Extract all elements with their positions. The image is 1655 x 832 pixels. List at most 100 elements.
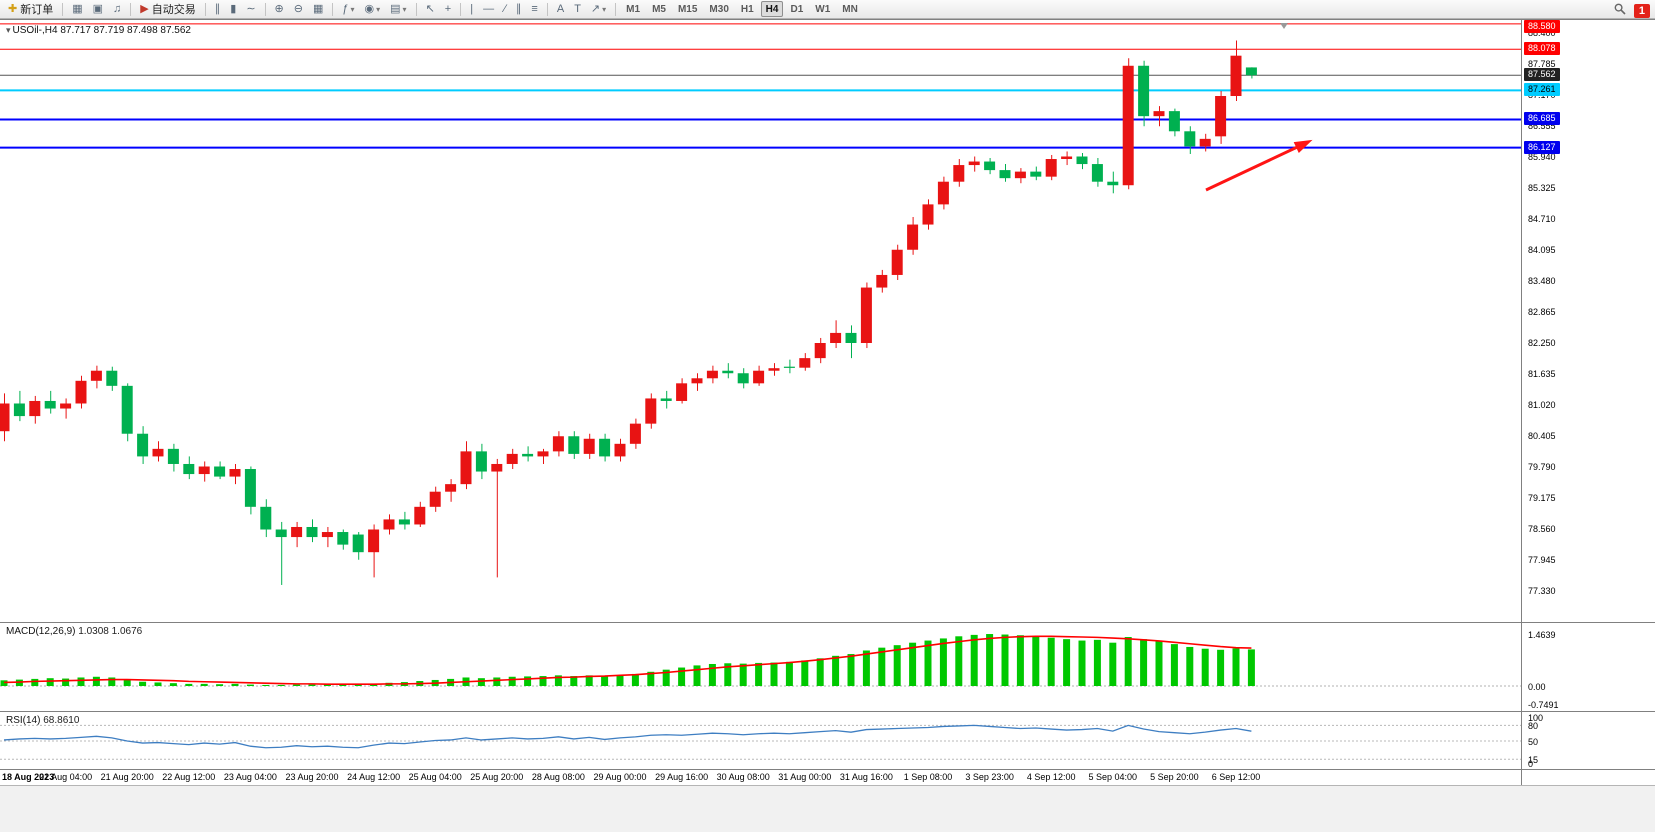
new-order-button[interactable]: ✚ 新订单 bbox=[4, 1, 57, 18]
toolbar-separator bbox=[546, 2, 548, 16]
time-axis-label: 28 Aug 08:00 bbox=[531, 772, 585, 782]
candlestick-chart-button[interactable]: ▮ bbox=[226, 1, 240, 18]
panel-divider[interactable] bbox=[0, 711, 1655, 712]
zoom-in-icon: ⊕ bbox=[274, 2, 284, 15]
text-tool-icon: A bbox=[556, 2, 565, 15]
price-axis-tick: 79.175 bbox=[1528, 492, 1556, 503]
main-chart-panel[interactable]: ▾ USOil-,H4 87.717 87.719 87.498 87.562 bbox=[0, 20, 1521, 622]
trendline-tool-button[interactable]: ∕ bbox=[500, 1, 510, 18]
dropdown-caret-icon: ▾ bbox=[402, 4, 407, 14]
label-tool-button[interactable]: T bbox=[570, 1, 585, 18]
zoom-in-button[interactable]: ⊕ bbox=[271, 1, 288, 18]
macd-axis: 1.4639 0.00 -0.7491 bbox=[1521, 623, 1655, 711]
macd-panel[interactable]: MACD(12,26,9) 1.0308 1.0676 bbox=[0, 623, 1521, 711]
time-axis-label: 22 Aug 12:00 bbox=[162, 772, 216, 782]
time-axis-label: 23 Aug 20:00 bbox=[285, 772, 339, 782]
rsi-axis-tick: 50 bbox=[1528, 737, 1539, 747]
cursor-tool-button[interactable]: ↖ bbox=[422, 1, 439, 18]
vertical-line-tool-button[interactable]: | bbox=[466, 1, 477, 18]
price-axis[interactable]: 88.40087.78587.17086.55585.94085.32584.7… bbox=[1521, 20, 1655, 622]
tile-windows-button[interactable]: ▦ bbox=[309, 1, 327, 18]
crosshair-tool-button[interactable]: + bbox=[441, 1, 455, 18]
candlestick-plot[interactable] bbox=[0, 20, 1521, 622]
price-axis-tick: 77.945 bbox=[1528, 554, 1556, 565]
timeframe-button-mn[interactable]: MN bbox=[842, 3, 858, 15]
rsi-axis-tick: 15 bbox=[1528, 755, 1539, 766]
macd-main-value: 1.0308 bbox=[78, 626, 109, 637]
price-level-label[interactable]: 86.127 bbox=[1524, 140, 1560, 154]
status-area bbox=[0, 786, 1655, 832]
bar-chart-button[interactable]: ∥ bbox=[211, 1, 225, 18]
channel-tool-button[interactable]: ∥ bbox=[512, 1, 526, 18]
axis-corner bbox=[1521, 770, 1655, 785]
price-axis-tick: 85.325 bbox=[1528, 182, 1556, 193]
search-icon[interactable] bbox=[1614, 2, 1626, 20]
indicators-icon: ƒ bbox=[342, 2, 349, 15]
charts-grid-button[interactable]: ▦ bbox=[68, 1, 86, 18]
tile-windows-icon: ▦ bbox=[312, 2, 324, 15]
toolbar-separator bbox=[62, 2, 64, 16]
panel-divider[interactable] bbox=[0, 622, 1655, 623]
text-tool-button[interactable]: A bbox=[553, 1, 568, 18]
line-chart-button[interactable]: ∼ bbox=[242, 1, 259, 18]
price-axis-tick: 82.865 bbox=[1528, 306, 1556, 317]
timeframe-button-m15[interactable]: M15 bbox=[677, 3, 698, 15]
auto-trading-button[interactable]: ▶ 自动交易 bbox=[136, 1, 199, 18]
timeframe-button-h1[interactable]: H1 bbox=[740, 3, 754, 15]
one-click-trading-icon[interactable]: ▾ bbox=[6, 25, 11, 35]
fibonacci-tool-button[interactable]: ≡ bbox=[527, 1, 541, 18]
rsi-label: RSI(14) 68.8610 bbox=[6, 715, 79, 726]
timeframe-button-d1[interactable]: D1 bbox=[790, 3, 804, 15]
zoom-out-button[interactable]: ⊖ bbox=[290, 1, 307, 18]
time-axis[interactable]: 18 Aug 2023 21 Aug 04:00 21 Aug 20:00 22 Au… bbox=[0, 770, 1521, 785]
macd-axis-tick: 0.00 bbox=[1528, 682, 1546, 692]
price-level-label[interactable]: 87.562 bbox=[1524, 68, 1560, 82]
dropdown-caret-icon: ▾ bbox=[602, 4, 607, 14]
charts-grid-icon: ▦ bbox=[72, 2, 83, 15]
rsi-axis-tick: 100 bbox=[1528, 713, 1544, 723]
time-axis-label: 4 Sep 12:00 bbox=[1026, 772, 1076, 782]
rsi-axis-tick: 80 bbox=[1528, 721, 1539, 732]
time-axis-label: 24 Aug 12:00 bbox=[347, 772, 401, 782]
horizontal-line-tool-button[interactable]: — bbox=[479, 1, 498, 18]
price-level-label[interactable]: 88.078 bbox=[1524, 42, 1560, 56]
crosshair-tool-icon: + bbox=[444, 2, 452, 15]
templates-button[interactable]: ▤ ▾ bbox=[386, 1, 410, 18]
time-axis-label: 5 Sep 04:00 bbox=[1088, 772, 1138, 782]
timeframe-button-h4[interactable]: H4 bbox=[760, 1, 784, 17]
panel-divider bbox=[0, 769, 1655, 770]
macd-axis-tick: -0.7491 bbox=[1528, 700, 1559, 710]
dropdown-caret-icon: ▾ bbox=[376, 4, 381, 14]
timeframe-button-m1[interactable]: M1 bbox=[626, 3, 641, 15]
macd-plot bbox=[0, 634, 1521, 687]
timeframe-button-m30[interactable]: M30 bbox=[709, 3, 729, 15]
timeframe-button-w1[interactable]: W1 bbox=[815, 3, 831, 15]
price-axis-tick: 81.635 bbox=[1528, 368, 1556, 379]
timeframe-button-m5[interactable]: M5 bbox=[652, 3, 666, 15]
toolbar-separator bbox=[264, 2, 266, 16]
toolbar-separator bbox=[130, 2, 132, 16]
price-level-label[interactable]: 86.685 bbox=[1524, 112, 1560, 126]
trendline-tool-icon: ∕ bbox=[504, 2, 506, 15]
periods-button[interactable]: ◉ ▾ bbox=[361, 1, 385, 18]
sound-alerts-button[interactable]: ♫ bbox=[109, 1, 125, 18]
price-level-label[interactable]: 88.580 bbox=[1524, 20, 1560, 33]
toolbar-separator bbox=[460, 2, 462, 16]
arrows-tool-button[interactable]: ↗ ▾ bbox=[587, 1, 610, 18]
price-axis-tick: 83.480 bbox=[1528, 275, 1556, 286]
time-axis-label: 30 Aug 08:00 bbox=[716, 772, 770, 782]
time-axis-label: 3 Sep 23:00 bbox=[965, 772, 1014, 782]
price-axis-tick: 77.330 bbox=[1528, 585, 1556, 596]
time-axis-label: 29 Aug 00:00 bbox=[593, 772, 647, 782]
price-level-label[interactable]: 87.261 bbox=[1524, 83, 1560, 97]
rsi-axis: 100 80 50 15 0 bbox=[1521, 712, 1655, 769]
price-axis-tick: 80.405 bbox=[1528, 430, 1556, 441]
rsi-panel[interactable]: RSI(14) 68.8610 bbox=[0, 712, 1521, 769]
price-axis-tick: 82.250 bbox=[1528, 337, 1556, 348]
notification-badge[interactable]: 1 bbox=[1633, 4, 1650, 18]
new-order-button-label: 新订单 bbox=[20, 4, 54, 16]
indicators-button[interactable]: ƒ ▾ bbox=[338, 1, 358, 18]
auto-trading-icon: ▶ bbox=[140, 2, 149, 15]
profiles-button[interactable]: ▣ bbox=[89, 1, 107, 18]
